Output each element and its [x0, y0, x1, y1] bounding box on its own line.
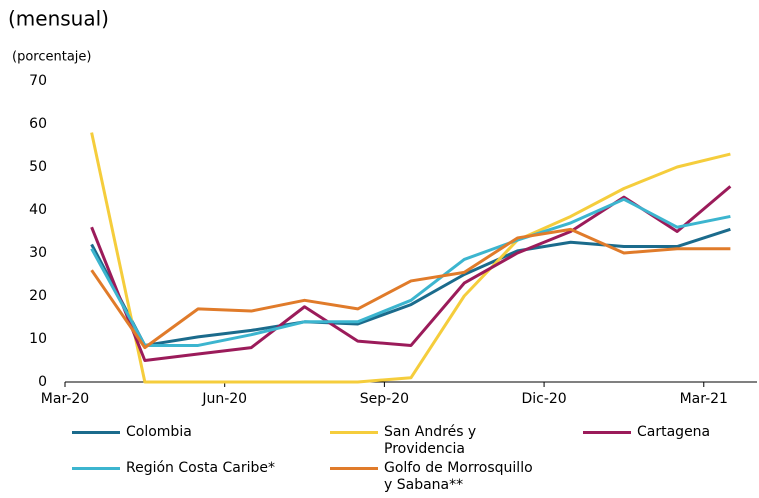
x-tick-label: Jun-20 [201, 391, 247, 407]
y-tick-label: 40 [29, 202, 47, 218]
legend-item: Región Costa Caribe* [72, 460, 296, 477]
series-line [90, 185, 732, 362]
x-tick-label: Mar-21 [680, 391, 728, 407]
y-tick-label: 70 [29, 73, 47, 89]
legend-label: Cartagena [637, 424, 711, 440]
y-tick-label: 20 [29, 288, 47, 304]
series-line [90, 132, 731, 384]
x-tick-label: Sep-20 [360, 391, 409, 407]
legend-label: Golfo de Morrosquillo y Sabana** [384, 460, 533, 493]
y-tick-label: 30 [29, 245, 47, 261]
series-line [90, 227, 731, 350]
y-tick-label: 60 [29, 116, 47, 132]
legend-swatch [72, 467, 120, 470]
legend-item: Colombia [72, 424, 296, 441]
legend-item: Cartagena [583, 424, 759, 441]
y-tick-label: 0 [38, 374, 47, 390]
legend-item: San Andrés y Providencia [330, 424, 534, 458]
x-tick-label: Dic-20 [521, 391, 566, 407]
legend-label: Región Costa Caribe* [126, 460, 276, 476]
legend-label: San Andrés y Providencia [384, 424, 477, 457]
legend-swatch [72, 431, 120, 434]
legend-item: Golfo de Morrosquillo y Sabana** [330, 460, 534, 494]
chart-title: (mensual) [8, 7, 109, 31]
series-line [90, 197, 731, 347]
legend-swatch [330, 467, 378, 470]
y-tick-label: 10 [29, 331, 47, 347]
y-tick-label: 50 [29, 159, 47, 175]
y-axis-label: (porcentaje) [12, 50, 91, 65]
x-tick-label: Mar-20 [41, 391, 89, 407]
chart: (mensual) (porcentaje) 0 10 20 30 40 50 60 70 Ma… [8, 7, 757, 407]
legend-swatch [330, 431, 378, 434]
legend-label: Colombia [126, 424, 192, 440]
series-line [90, 227, 731, 347]
legend-swatch [583, 431, 631, 434]
